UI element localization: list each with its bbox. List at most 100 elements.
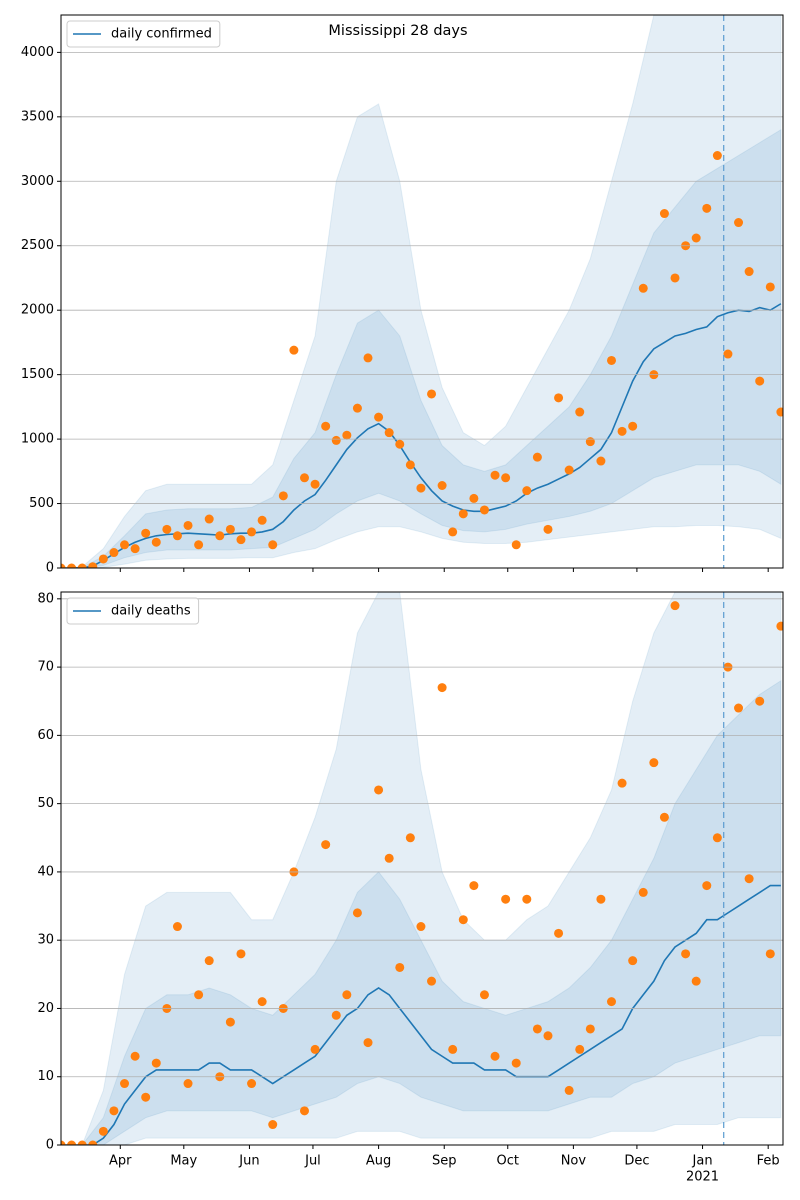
data-point — [257, 515, 267, 525]
plot-area — [61, 15, 783, 568]
data-point — [331, 435, 341, 445]
data-point — [109, 548, 119, 558]
data-point — [77, 1140, 87, 1145]
data-point — [543, 524, 553, 534]
data-point — [765, 282, 775, 292]
data-point — [141, 528, 151, 538]
x-tick-label: Sep — [432, 1154, 457, 1169]
data-point — [331, 1010, 341, 1020]
data-point — [61, 1140, 66, 1145]
data-point — [342, 430, 352, 440]
data-point — [501, 894, 511, 904]
data-point — [469, 493, 479, 503]
legend-box — [66, 20, 221, 48]
data-point — [575, 407, 585, 417]
data-point — [310, 1044, 320, 1054]
y-tick-label: 500 — [29, 496, 54, 511]
data-point — [617, 778, 627, 788]
y-tick-label: 70 — [37, 660, 54, 675]
data-point — [120, 540, 130, 550]
y-tick-label: 40 — [37, 864, 54, 879]
data-point — [458, 915, 468, 925]
data-point — [88, 1140, 98, 1145]
data-point — [649, 758, 659, 768]
data-point — [734, 218, 744, 228]
data-point — [151, 537, 161, 547]
chart-title: Mississippi 28 days — [328, 23, 467, 39]
y-tick-label: 1500 — [21, 367, 54, 382]
y-tick-label: 80 — [37, 591, 54, 606]
y-tick-label: 0 — [46, 1138, 54, 1153]
y-tick-label: 2500 — [21, 238, 54, 253]
data-point — [374, 785, 384, 795]
data-point — [247, 527, 257, 537]
data-point — [712, 833, 722, 843]
data-point — [448, 1044, 458, 1054]
data-point — [405, 460, 415, 470]
data-point — [162, 524, 172, 534]
data-point — [61, 563, 66, 568]
data-point — [469, 881, 479, 891]
data-point — [299, 473, 309, 483]
data-point — [585, 1024, 595, 1034]
data-point — [744, 874, 754, 884]
data-point — [405, 833, 415, 843]
y-tick-label: 2000 — [21, 303, 54, 318]
data-point — [427, 389, 437, 399]
x-tick-label: Dec — [624, 1154, 649, 1169]
axes-frame — [60, 14, 784, 569]
data-point — [77, 563, 87, 568]
data-point — [67, 1140, 77, 1145]
data-point — [543, 1031, 553, 1041]
x-tick-label: Jun — [238, 1154, 259, 1169]
data-point — [141, 1092, 151, 1102]
data-point — [606, 355, 616, 365]
data-point — [628, 421, 638, 431]
data-point — [321, 421, 331, 431]
x-tick-label: Feb — [757, 1154, 780, 1169]
data-point — [564, 1085, 574, 1095]
y-tick-label: 4000 — [21, 45, 54, 60]
y-tick-label: 30 — [37, 933, 54, 948]
data-point — [501, 473, 511, 483]
y-tick-label: 20 — [37, 1001, 54, 1016]
data-point — [384, 428, 394, 438]
y-tick-label: 0 — [46, 561, 54, 576]
data-point — [490, 1051, 500, 1061]
data-point — [352, 403, 362, 413]
data-point — [427, 976, 437, 986]
legend-box — [66, 597, 200, 625]
data-point — [670, 601, 680, 611]
data-point — [236, 535, 246, 545]
y-tick-label: 60 — [37, 728, 54, 743]
x-tick-label: Oct — [497, 1154, 519, 1169]
data-point — [691, 233, 701, 243]
data-point — [437, 481, 447, 491]
legend: daily confirmed — [66, 20, 221, 48]
data-point — [659, 812, 669, 822]
data-point — [215, 531, 225, 541]
x-tick-label: Aug — [366, 1154, 391, 1169]
data-point — [374, 412, 384, 422]
data-point — [268, 1120, 278, 1130]
legend-label: daily deaths — [111, 604, 191, 619]
data-point — [532, 452, 542, 462]
data-point — [511, 540, 521, 550]
data-point — [532, 1024, 542, 1034]
x-tick-label: Apr — [109, 1154, 132, 1169]
data-point — [130, 1051, 140, 1061]
data-point — [67, 563, 77, 568]
data-point — [172, 922, 182, 932]
data-point — [352, 908, 362, 918]
data-point — [278, 491, 288, 501]
data-point — [299, 1106, 309, 1116]
data-point — [564, 465, 574, 475]
data-point — [247, 1079, 257, 1089]
data-point — [606, 997, 616, 1007]
data-point — [204, 514, 214, 524]
data-point — [596, 894, 606, 904]
x-tick-label: May — [170, 1154, 197, 1169]
data-point — [712, 151, 722, 161]
uncertainty-band — [61, 15, 782, 568]
